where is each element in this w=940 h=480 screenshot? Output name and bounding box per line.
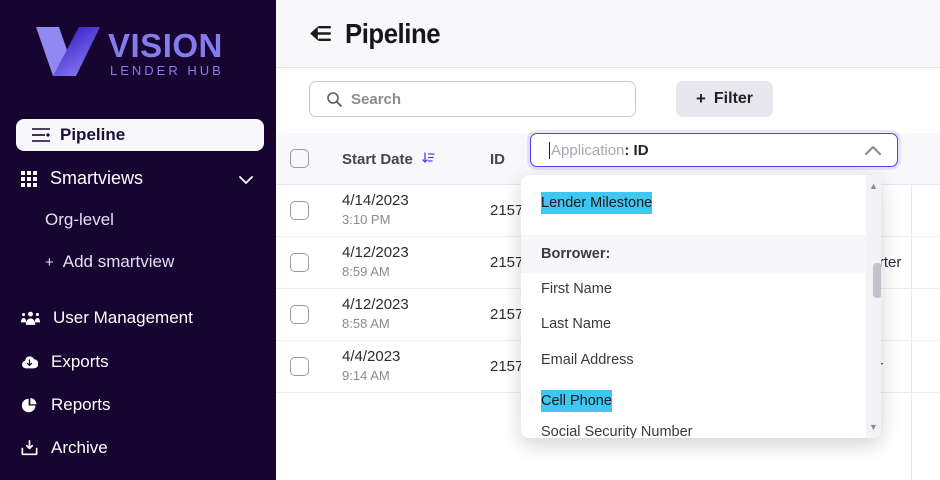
svg-text:VISION: VISION — [108, 27, 223, 64]
svg-text:LENDER HUB: LENDER HUB — [110, 63, 224, 78]
